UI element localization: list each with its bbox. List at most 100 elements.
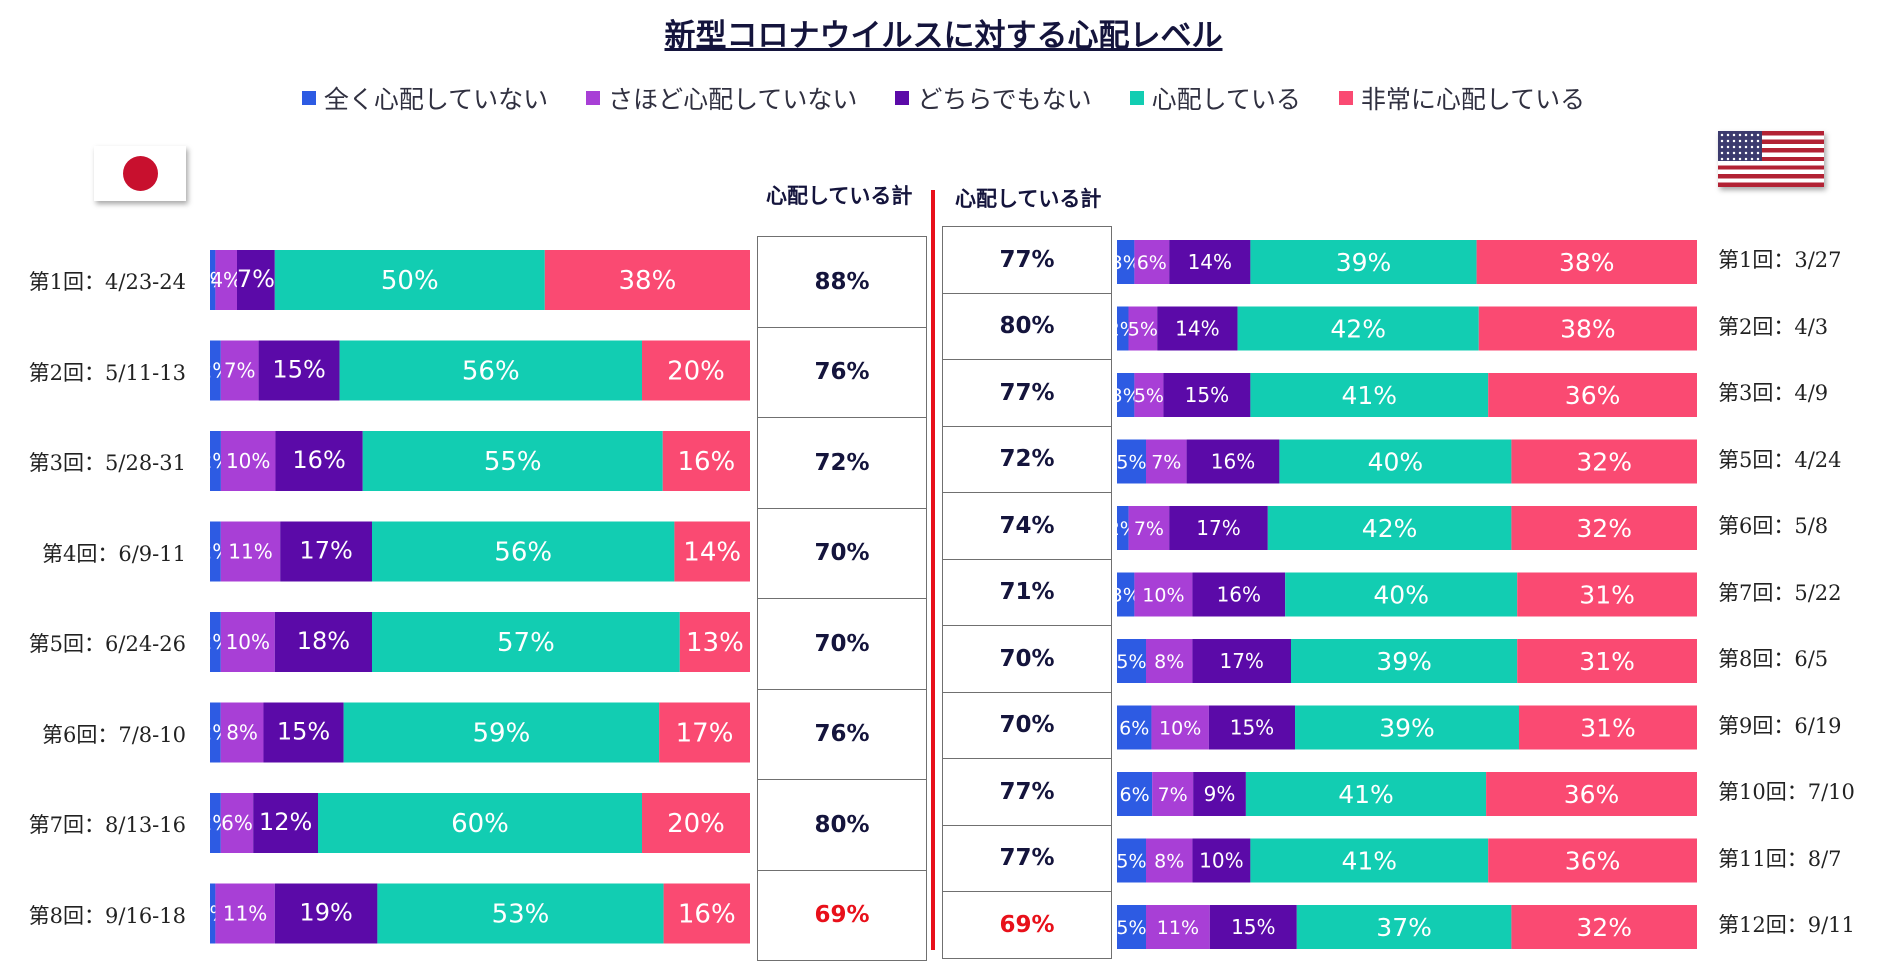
japan-data-label: 50% xyxy=(381,266,439,296)
center-divider xyxy=(931,190,935,950)
legend-label: さほど心配していない xyxy=(608,85,858,114)
japan-bar-segment xyxy=(253,793,318,853)
usa-data-label: 5% xyxy=(1134,385,1164,407)
japan-bar-segment xyxy=(215,250,237,310)
usa-data-label: 32% xyxy=(1576,913,1632,942)
japan-data-label: 18% xyxy=(297,627,350,655)
japan-bar-segment xyxy=(237,250,275,310)
usa-data-label: 42% xyxy=(1330,315,1386,344)
usa-data-label: 10% xyxy=(1159,718,1201,740)
usa-bar-segment xyxy=(1117,905,1146,949)
usa-total-box: 80% xyxy=(942,292,1112,360)
usa-bar-segment xyxy=(1128,306,1158,351)
usa-bar-segment xyxy=(1134,572,1193,617)
usa-bar-segment xyxy=(1517,572,1697,617)
japan-bar-segment xyxy=(674,521,750,582)
legend-label: 心配している xyxy=(1151,85,1301,114)
usa-bar-segment xyxy=(1517,639,1697,683)
usa-data-label: 15% xyxy=(1231,915,1275,939)
usa-total-box: 70% xyxy=(942,691,1112,759)
usa-data-label: 5% xyxy=(1128,319,1158,341)
japan-total-box: 80% xyxy=(757,779,927,871)
usa-flag-icon xyxy=(1718,131,1824,187)
usa-data-label: 6% xyxy=(1119,718,1149,740)
japan-bar-segment xyxy=(220,793,254,853)
usa-data-label: 37% xyxy=(1376,913,1432,942)
japan-bar-segment xyxy=(210,340,221,401)
japan-bar-segment xyxy=(263,702,344,763)
usa-bar-segment xyxy=(1192,639,1291,683)
japan-data-label: 10% xyxy=(226,449,270,473)
usa-bar-segment xyxy=(1488,373,1697,417)
japan-bar-segment xyxy=(642,793,750,853)
usa-bar-segment xyxy=(1157,306,1238,351)
usa-bar-segment xyxy=(1193,772,1246,816)
usa-data-label: 36% xyxy=(1564,780,1620,809)
usa-data-label: 41% xyxy=(1342,381,1398,410)
japan-data-label: 16% xyxy=(677,447,735,477)
legend-item-very-worried: 非常に心配している xyxy=(1338,80,1585,116)
japan-data-label: 11% xyxy=(228,540,272,564)
japan-bar-segment xyxy=(274,883,378,944)
usa-bar-segment xyxy=(1488,838,1697,883)
usa-data-label: 38% xyxy=(1559,248,1615,277)
japan-data-label: 6% xyxy=(221,811,253,835)
legend-swatch xyxy=(1338,91,1353,105)
japan-bar-segment xyxy=(220,702,264,763)
usa-data-label: 31% xyxy=(1579,581,1635,610)
usa-total-box: 77% xyxy=(942,758,1112,826)
usa-row-label: 第3回：4/9 xyxy=(1718,381,1829,405)
japan-bar-segment xyxy=(372,612,680,672)
japan-data-label: 20% xyxy=(667,357,725,387)
japan-bar-segment xyxy=(318,793,642,853)
japan-bar-segment xyxy=(544,250,750,310)
usa-data-label: 7% xyxy=(1134,518,1164,540)
japan-row-label: 第5回：6/24-26 xyxy=(28,632,186,656)
usa-bar-segment xyxy=(1146,439,1187,484)
japan-bar-segment xyxy=(362,431,663,491)
usa-total-box: 72% xyxy=(942,425,1112,493)
usa-bar-segment xyxy=(1192,572,1286,617)
usa-row-label: 第5回：4/24 xyxy=(1718,447,1842,472)
japan-flag-icon xyxy=(94,146,186,201)
usa-bar-segment xyxy=(1151,705,1209,750)
usa-data-label: 31% xyxy=(1580,714,1636,743)
usa-data-label: 39% xyxy=(1379,714,1435,743)
usa-bar-segment xyxy=(1291,639,1518,683)
japan-data-label: 13% xyxy=(686,628,744,658)
legend-item-not-very-worried: さほど心配していない xyxy=(586,80,857,116)
usa-row-label: 第12回：9/11 xyxy=(1718,913,1855,937)
japan-data-label: 20% xyxy=(667,809,725,839)
japan-total-box: 88% xyxy=(757,236,927,328)
japan-bar-segment xyxy=(679,612,750,672)
usa-data-label: 38% xyxy=(1560,315,1616,344)
usa-bar-segment xyxy=(1163,373,1251,417)
japan-bar-segment xyxy=(220,340,259,401)
usa-row-label: 第10回：7/10 xyxy=(1718,780,1855,804)
japan-row-label: 第7回：8/13-16 xyxy=(28,813,186,837)
usa-data-label: 10% xyxy=(1199,849,1243,873)
usa-data-label: 14% xyxy=(1175,317,1219,341)
usa-data-label: 16% xyxy=(1217,583,1261,607)
usa-total-box: 77% xyxy=(942,824,1112,892)
japan-data-label: 19% xyxy=(299,899,352,927)
usa-data-label: 6% xyxy=(1119,784,1149,806)
usa-bar-segment xyxy=(1134,373,1164,417)
japan-data-label: 57% xyxy=(497,628,555,658)
japan-data-label: 56% xyxy=(462,357,520,387)
japan-total-box: 76% xyxy=(757,688,927,780)
japan-bar-segment xyxy=(220,612,275,672)
japan-row-label: 第1回：4/23-24 xyxy=(28,270,186,294)
usa-data-label: 31% xyxy=(1579,647,1635,676)
usa-data-label: 17% xyxy=(1219,649,1263,673)
usa-bar-segment xyxy=(1169,506,1268,550)
usa-bar-segment xyxy=(1478,306,1697,351)
japan-bar-segment xyxy=(659,702,750,763)
usa-data-label: 3% xyxy=(1111,585,1141,607)
usa-total-box: 74% xyxy=(942,492,1112,560)
usa-data-label: 39% xyxy=(1336,248,1392,277)
usa-bar-segment xyxy=(1134,240,1170,284)
usa-bar-segment xyxy=(1146,905,1210,949)
japan-bar-segment xyxy=(210,702,221,763)
